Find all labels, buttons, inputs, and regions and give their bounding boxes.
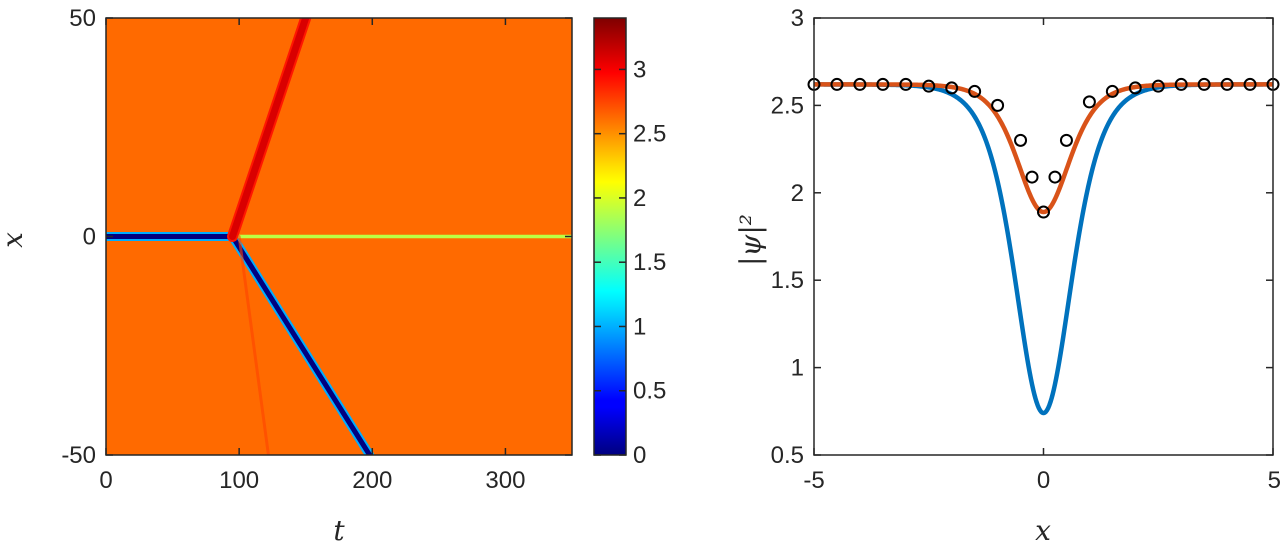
y-tick-label: 0.5 [771,442,804,469]
profile-data-point [1151,79,1165,93]
profile-data-point [991,98,1005,112]
colorbar-frame [593,17,627,456]
x-tick-label: -5 [803,467,824,494]
x-tick-label: 200 [352,467,392,494]
heatmap-feature [237,235,270,455]
profile-data-point [945,81,959,95]
y-tick-label: -50 [61,442,96,469]
profile-data-point [899,77,913,91]
colorbar-tick-label: 3 [633,56,646,83]
colorbar-gradient [594,18,626,455]
heatmap-y-ticks: -50 0 50 [61,5,572,469]
x-tick-label: 300 [485,467,525,494]
profile-data-point [876,77,890,91]
profile-data-point [1243,77,1257,91]
heatmap-y-label: x [0,232,29,248]
profile-y-ticks: 0.5 1 1.5 2 2.5 3 [771,5,1273,469]
x-tick-label: 0 [1037,467,1050,494]
profile-data-point [830,77,844,91]
y-tick-label: 50 [69,5,96,32]
profile-data-point [853,77,867,91]
profile-data-point [1014,133,1028,147]
heatmap-feature [229,234,373,455]
colorbar-tick-label: 1.5 [633,249,666,276]
profile-data-point [968,84,982,98]
colorbar: 0 0.5 1 1.5 2 2.5 3 [593,17,666,469]
colorbar-tick-label: 2 [633,185,646,212]
profile-x-label: x [1035,514,1051,547]
y-tick-label: 3 [791,5,804,32]
profile-data-point [1105,84,1119,98]
profile-series-line [814,82,1273,215]
profile-data-point [1197,77,1211,91]
profile-data-point [922,79,936,93]
colorbar-tick-label: 0.5 [633,378,666,405]
y-tick-label: 2.5 [771,92,804,119]
profile-data-point [1082,95,1096,109]
x-tick-label: 0 [99,467,112,494]
colorbar-tick-label: 0 [633,442,646,469]
profile-curves [814,82,1273,416]
profile-data-point [1025,170,1039,184]
heatmap-feature [228,18,310,240]
x-tick-label: 100 [219,467,259,494]
heatmap-features [106,18,572,455]
y-tick-label: 0 [83,224,96,251]
y-tick-label: 1.5 [771,267,804,294]
y-tick-label: 1 [791,355,804,382]
profile-panel: -5 0 5 0.5 1 1.5 2 2.5 3 x |ψ|² [734,5,1281,547]
profile-series-line [814,82,1273,416]
colorbar-ticks: 0 0.5 1 1.5 2 2.5 3 [594,56,666,469]
profile-data-point [1059,133,1073,147]
colorbar-tick-label: 1 [633,313,646,340]
profile-data-point [1174,77,1188,91]
colorbar-tick-label: 2.5 [633,121,666,148]
profile-data-point [1128,81,1142,95]
profile-data-point [1037,205,1050,219]
profile-markers [807,77,1280,219]
profile-data-point [1220,77,1234,91]
profile-y-label: |ψ|² [734,214,767,266]
heatmap-x-label: t [333,514,345,547]
y-tick-label: 2 [791,180,804,207]
x-tick-label: 5 [1268,467,1281,494]
heatmap-x-ticks: 0 100 200 300 [99,18,525,494]
profile-x-ticks: -5 0 5 [803,18,1281,494]
profile-data-point [1048,170,1062,184]
